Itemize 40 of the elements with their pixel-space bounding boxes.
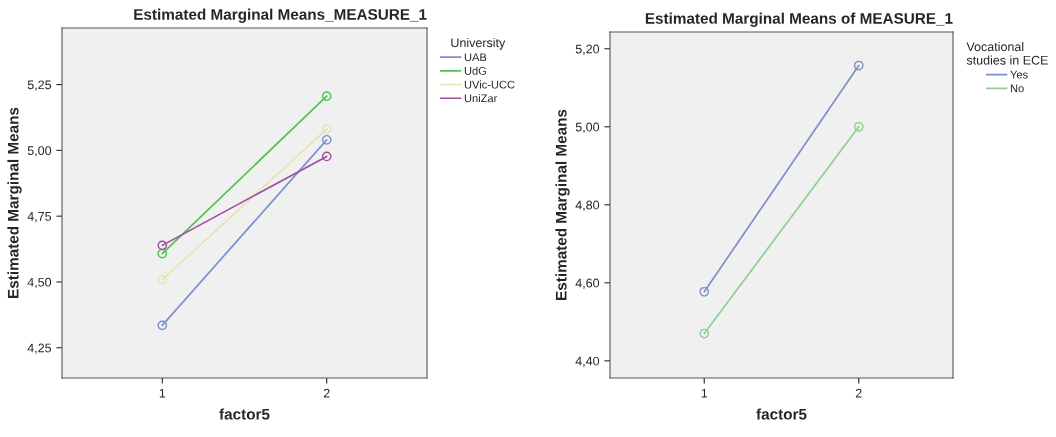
legend-label: UAB [464,53,487,62]
point [321,134,332,145]
y-tick-label: 5,00 [27,146,52,157]
y-tick-label: 4,75 [27,212,52,223]
y-tick-label: 4,25 [27,343,52,354]
y-tick-label: 5,20 [575,44,600,55]
legend-title: Vocational studies in ECE [966,42,1048,65]
y-tick-label: 4,60 [575,278,600,289]
point [699,286,710,297]
legend-label: UVic-UCC [464,80,515,89]
point [321,91,332,102]
x-tick-label: 2 [855,388,862,398]
x-tick-label: 1 [701,388,708,398]
point [853,60,864,71]
y-axis-title: Estimated Marginal Means [7,107,22,298]
y-tick-label: 4,40 [575,356,600,367]
x-tick-label: 1 [159,388,166,398]
y-tick-label: 4,50 [27,277,52,289]
legend-title: University [451,38,506,50]
point [699,328,710,339]
point [853,121,864,132]
legend-label: UniZar [464,94,498,103]
point [157,240,168,251]
x-axis-title: factor5 [756,408,807,420]
point [321,151,332,162]
legend-label: UdG [464,66,486,75]
point [157,320,168,331]
point [321,124,332,134]
point [157,248,168,259]
chart-title: Estimated Marginal Means_MEASURE_1 [134,8,427,23]
y-tick-label: 5,25 [27,80,52,91]
point [157,274,168,285]
y-tick-label: 5,00 [575,122,600,133]
legend-label: No [1010,84,1024,93]
legend-label: Yes [1010,70,1028,79]
x-axis-title: factor5 [219,408,270,420]
chart-title: Estimated Marginal Means of MEASURE_1 [645,12,953,27]
y-tick-label: 4,80 [575,200,600,211]
y-axis-title: Estimated Marginal Means [555,109,570,300]
x-tick-label: 2 [323,388,330,398]
